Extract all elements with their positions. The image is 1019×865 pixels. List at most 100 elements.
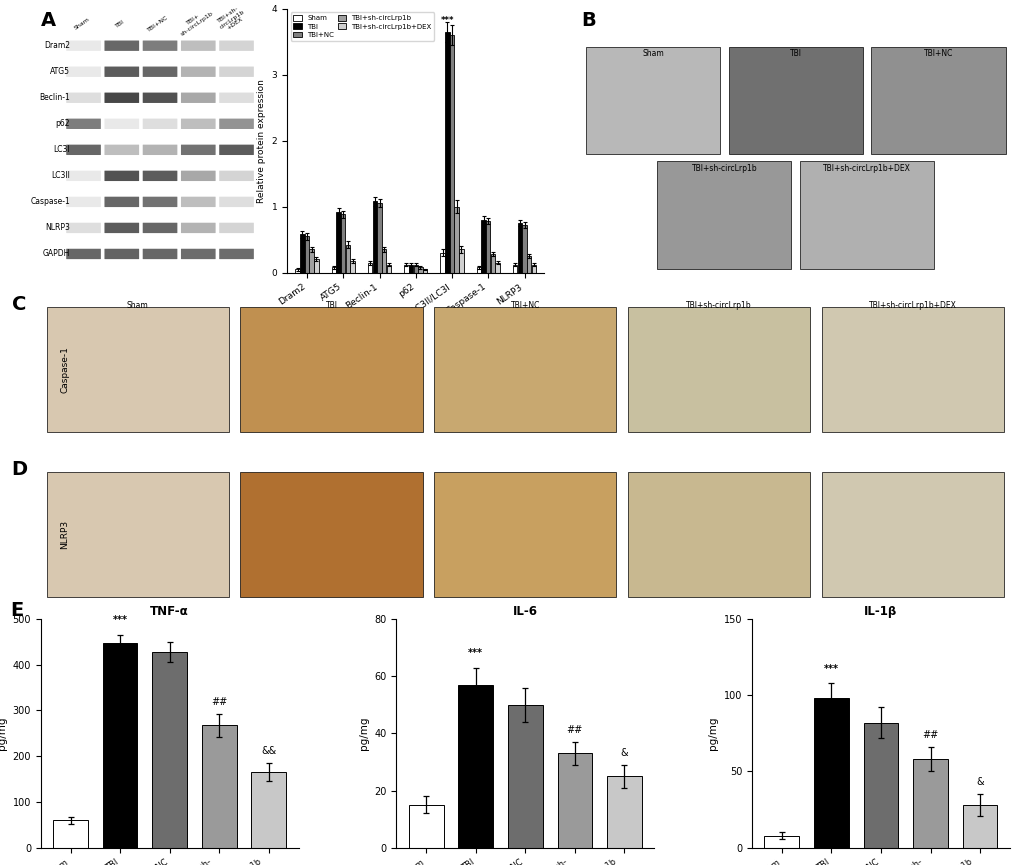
FancyBboxPatch shape (219, 119, 254, 129)
Text: ATG5: ATG5 (50, 67, 70, 76)
Bar (763, 836, 798, 848)
Text: TBI+sh-circLrp1b: TBI+sh-circLrp1b (686, 301, 751, 310)
FancyBboxPatch shape (180, 249, 215, 260)
FancyBboxPatch shape (180, 119, 215, 129)
Text: TBI+NC: TBI+NC (147, 15, 170, 33)
FancyBboxPatch shape (180, 93, 215, 103)
FancyBboxPatch shape (66, 222, 101, 233)
Title: TNF-α: TNF-α (150, 605, 189, 618)
FancyBboxPatch shape (143, 249, 177, 260)
Text: TBI+sh-circLrp1b+DEX: TBI+sh-circLrp1b+DEX (822, 163, 910, 172)
FancyBboxPatch shape (180, 41, 215, 51)
Bar (409, 804, 443, 848)
Bar (454, 207, 459, 272)
FancyBboxPatch shape (219, 67, 254, 77)
Text: Caspase-1: Caspase-1 (31, 197, 70, 207)
Bar (314, 260, 318, 272)
Bar (485, 221, 490, 272)
Bar (799, 161, 933, 269)
FancyBboxPatch shape (180, 144, 215, 155)
Bar (240, 307, 422, 432)
Text: LC3I: LC3I (53, 145, 70, 154)
Bar (372, 202, 377, 272)
Text: B: B (581, 11, 596, 30)
Text: ***: *** (823, 664, 838, 674)
Bar (821, 472, 1003, 597)
FancyBboxPatch shape (104, 41, 139, 51)
Bar (628, 472, 809, 597)
Bar (728, 47, 862, 154)
Bar (47, 472, 228, 597)
FancyBboxPatch shape (66, 170, 101, 181)
Text: TBI: TBI (115, 19, 125, 29)
FancyBboxPatch shape (219, 196, 254, 207)
Text: &: & (620, 748, 628, 758)
Bar (962, 805, 997, 848)
Bar (413, 265, 418, 272)
Bar (434, 472, 615, 597)
Bar (870, 47, 1005, 154)
FancyBboxPatch shape (66, 41, 101, 51)
Bar (381, 249, 386, 272)
Text: E: E (10, 601, 23, 620)
Bar (404, 265, 409, 272)
Text: TBI: TBI (789, 48, 801, 58)
Text: NLRP3: NLRP3 (45, 223, 70, 233)
Bar (340, 215, 345, 272)
Bar (434, 307, 615, 432)
Bar (440, 253, 444, 272)
FancyBboxPatch shape (219, 170, 254, 181)
Bar (458, 685, 492, 848)
Text: C: C (12, 295, 26, 314)
Bar (47, 307, 228, 432)
Bar (103, 643, 138, 848)
FancyBboxPatch shape (66, 119, 101, 129)
Bar (495, 263, 499, 272)
Bar (507, 705, 542, 848)
FancyBboxPatch shape (219, 41, 254, 51)
Text: TBI+sh-
circLrp1b
+DEX: TBI+sh- circLrp1b +DEX (215, 4, 249, 35)
Bar (481, 220, 485, 272)
Text: ##: ## (921, 730, 937, 740)
Text: p62: p62 (55, 119, 70, 128)
FancyBboxPatch shape (180, 222, 215, 233)
FancyBboxPatch shape (104, 249, 139, 260)
Text: Sham: Sham (73, 16, 91, 31)
Text: ***: *** (112, 615, 127, 625)
Bar (557, 753, 592, 848)
FancyBboxPatch shape (104, 67, 139, 77)
Y-axis label: pg/mg: pg/mg (0, 716, 7, 750)
Bar (513, 265, 517, 272)
FancyBboxPatch shape (143, 93, 177, 103)
Bar (368, 263, 372, 272)
Text: TBI+NC: TBI+NC (923, 48, 952, 58)
FancyBboxPatch shape (143, 222, 177, 233)
Y-axis label: pg/mg: pg/mg (707, 716, 717, 750)
Legend: Sham, TBI, TBI+NC, TBI+sh-circLrp1b, TBI+sh-circLrp1b+DEX: Sham, TBI, TBI+NC, TBI+sh-circLrp1b, TBI… (290, 12, 434, 41)
Text: Sham: Sham (642, 48, 663, 58)
Bar (585, 47, 719, 154)
FancyBboxPatch shape (180, 170, 215, 181)
Bar (53, 820, 88, 848)
Bar (517, 223, 522, 272)
Text: TBI+
sh-circLrp1b: TBI+ sh-circLrp1b (176, 6, 214, 37)
Text: &: & (975, 778, 983, 787)
FancyBboxPatch shape (104, 222, 139, 233)
FancyBboxPatch shape (143, 119, 177, 129)
FancyBboxPatch shape (219, 222, 254, 233)
Y-axis label: pg/mg: pg/mg (359, 716, 369, 750)
Bar (628, 307, 809, 432)
Y-axis label: Relative protein expression: Relative protein expression (257, 79, 266, 202)
FancyBboxPatch shape (66, 93, 101, 103)
Bar (409, 265, 413, 272)
Text: NLRP3: NLRP3 (60, 520, 69, 549)
Bar (490, 254, 494, 272)
Bar (252, 772, 286, 848)
Bar (296, 269, 300, 272)
FancyBboxPatch shape (66, 196, 101, 207)
Bar (351, 260, 355, 272)
Bar (300, 234, 305, 272)
Text: GAPDH: GAPDH (43, 249, 70, 259)
FancyBboxPatch shape (143, 170, 177, 181)
Title: IL-6: IL-6 (513, 605, 537, 618)
